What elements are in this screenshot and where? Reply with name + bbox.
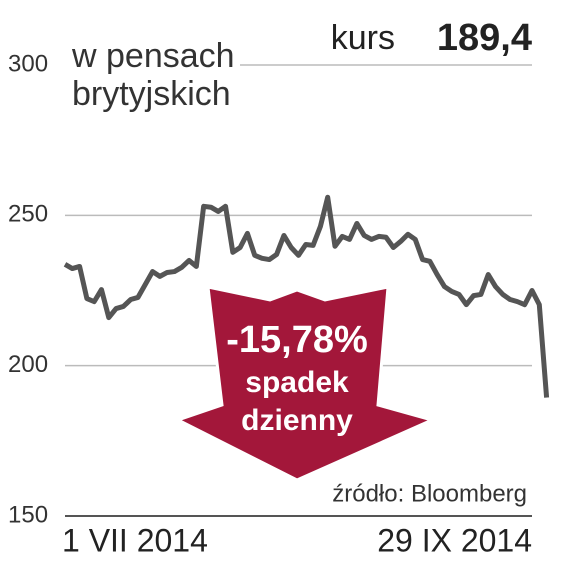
annotation-text: spadek: [245, 366, 349, 399]
y-tick-label: 150: [8, 501, 48, 528]
kurs-label: kurs: [331, 19, 395, 57]
y-tick-label: 300: [8, 50, 48, 77]
annotation-text: dzienny: [241, 404, 353, 437]
y-tick-label: 250: [8, 201, 48, 228]
y-tick-label: 200: [8, 351, 48, 378]
y-label-line: w pensach: [71, 37, 235, 75]
x-tick-label: 29 IX 2014: [377, 522, 532, 558]
annotation-arrow: [174, 285, 437, 482]
y-label-line: brytyjskich: [72, 75, 231, 113]
kurs-value: 189,4: [437, 17, 532, 59]
series-line: [63, 194, 550, 398]
source: źródło: Bloomberg: [332, 480, 527, 507]
annotation-text: -15,78%: [226, 319, 368, 361]
x-tick-label: 1 VII 2014: [62, 522, 208, 558]
